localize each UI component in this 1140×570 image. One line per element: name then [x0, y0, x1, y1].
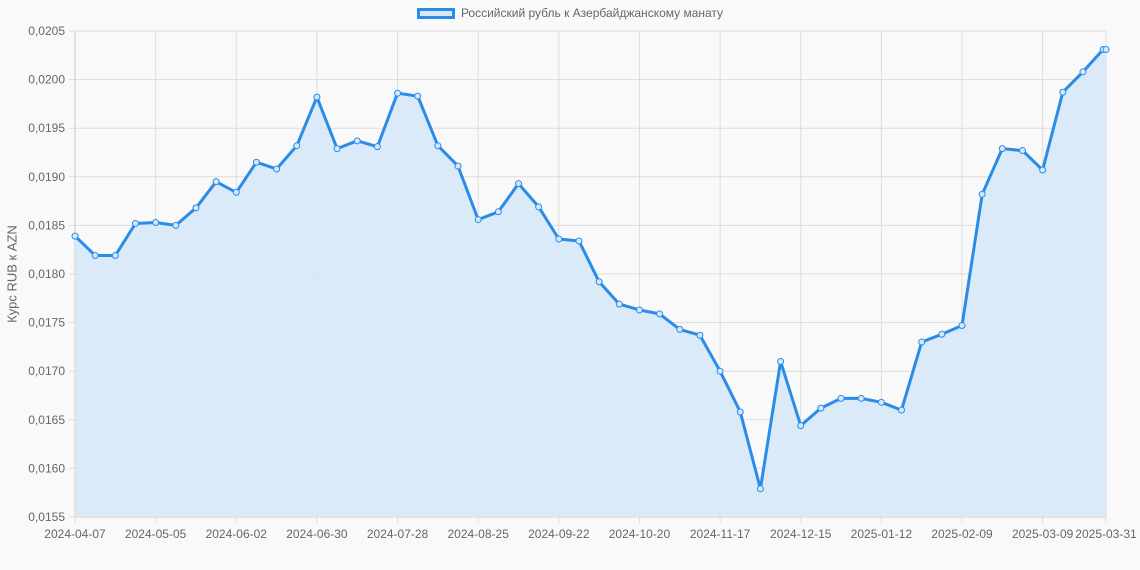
y-tick-label: 0,0195 [28, 121, 65, 135]
data-point[interactable] [857, 394, 865, 402]
data-point[interactable] [877, 398, 885, 406]
data-point[interactable] [1018, 147, 1026, 155]
data-point[interactable] [716, 367, 724, 375]
data-point[interactable] [1079, 68, 1087, 76]
data-point[interactable] [1059, 88, 1067, 96]
data-point[interactable] [998, 145, 1006, 153]
data-point[interactable] [172, 221, 180, 229]
data-point[interactable] [837, 394, 845, 402]
data-point[interactable] [756, 485, 764, 493]
data-point[interactable] [474, 216, 482, 224]
data-point[interactable] [394, 89, 402, 97]
x-tick-label: 2024-10-20 [609, 527, 671, 541]
data-point[interactable] [595, 278, 603, 286]
data-point[interactable] [373, 143, 381, 151]
data-point[interactable] [192, 204, 200, 212]
y-tick-label: 0,0170 [28, 364, 65, 378]
data-point[interactable] [414, 92, 422, 100]
data-point[interactable] [1039, 166, 1047, 174]
y-tick-label: 0,0165 [28, 413, 65, 427]
data-point[interactable] [313, 93, 321, 101]
data-point[interactable] [898, 406, 906, 414]
y-tick-label: 0,0185 [28, 218, 65, 232]
data-point[interactable] [273, 165, 281, 173]
y-tick-label: 0,0190 [28, 170, 65, 184]
data-point[interactable] [252, 158, 260, 166]
data-point[interactable] [111, 252, 119, 260]
data-point[interactable] [454, 162, 462, 170]
area-fill [75, 49, 1106, 517]
data-point[interactable] [575, 237, 583, 245]
data-point[interactable] [1102, 45, 1110, 53]
data-point[interactable] [978, 190, 986, 198]
x-tick-label: 2024-12-15 [770, 527, 832, 541]
x-tick-label: 2024-08-25 [447, 527, 509, 541]
data-point[interactable] [434, 142, 442, 150]
data-point[interactable] [535, 203, 543, 211]
x-tick-label: 2024-05-05 [125, 527, 187, 541]
chart-legend: Российский рубль к Азербайджанскому мана… [0, 6, 1140, 20]
data-point[interactable] [232, 188, 240, 196]
data-point[interactable] [676, 325, 684, 333]
y-tick-label: 0,0160 [28, 461, 65, 475]
x-axis-ticks: 2024-04-07 2024-05-05 2024-06-02 2024-06-30… [44, 527, 1137, 541]
x-tick-label: 2024-09-22 [528, 527, 590, 541]
data-point[interactable] [293, 142, 301, 150]
data-point[interactable] [515, 180, 523, 188]
x-tick-label: 2024-11-17 [690, 527, 751, 541]
y-tick-label: 0,0180 [28, 267, 65, 281]
data-point[interactable] [736, 408, 744, 416]
x-tick-label: 2024-06-02 [206, 527, 268, 541]
data-point[interactable] [131, 219, 139, 227]
data-point[interactable] [91, 252, 99, 260]
data-points [71, 45, 1110, 493]
y-tick-label: 0,0200 [28, 73, 65, 87]
data-point[interactable] [656, 310, 664, 318]
data-point[interactable] [777, 357, 785, 365]
data-point[interactable] [333, 145, 341, 153]
data-point[interactable] [555, 235, 563, 243]
data-point[interactable] [212, 178, 220, 186]
data-point[interactable] [817, 404, 825, 412]
y-tick-label: 0,0205 [28, 24, 65, 38]
legend-label[interactable]: Российский рубль к Азербайджанскому мана… [460, 6, 724, 20]
data-point[interactable] [353, 137, 361, 145]
x-tick-label: 2025-02-09 [931, 527, 993, 541]
x-tick-label: 2024-06-30 [286, 527, 348, 541]
x-tick-label: 2024-07-28 [367, 527, 429, 541]
legend-swatch-icon[interactable] [416, 7, 455, 19]
x-tick-label: 2024-04-07 [44, 527, 106, 541]
data-point[interactable] [635, 306, 643, 314]
data-point[interactable] [938, 330, 946, 338]
data-point[interactable] [71, 232, 79, 240]
x-tick-label: 2025-03-31 [1075, 527, 1137, 541]
x-tick-label: 2025-01-12 [851, 527, 913, 541]
y-tick-label: 0,0155 [28, 510, 65, 524]
data-point[interactable] [494, 208, 502, 216]
data-point[interactable] [797, 422, 805, 430]
data-point[interactable] [615, 300, 623, 308]
y-axis-ticks: 0,0205 0,0200 0,0195 0,0190 0,0185 0,0180 0,01… [28, 24, 65, 524]
data-point[interactable] [958, 322, 966, 330]
x-tick-label: 2025-03-09 [1012, 527, 1074, 541]
data-point[interactable] [152, 218, 160, 226]
data-point[interactable] [918, 338, 926, 346]
data-point[interactable] [696, 331, 704, 339]
y-tick-label: 0,0175 [28, 316, 65, 330]
